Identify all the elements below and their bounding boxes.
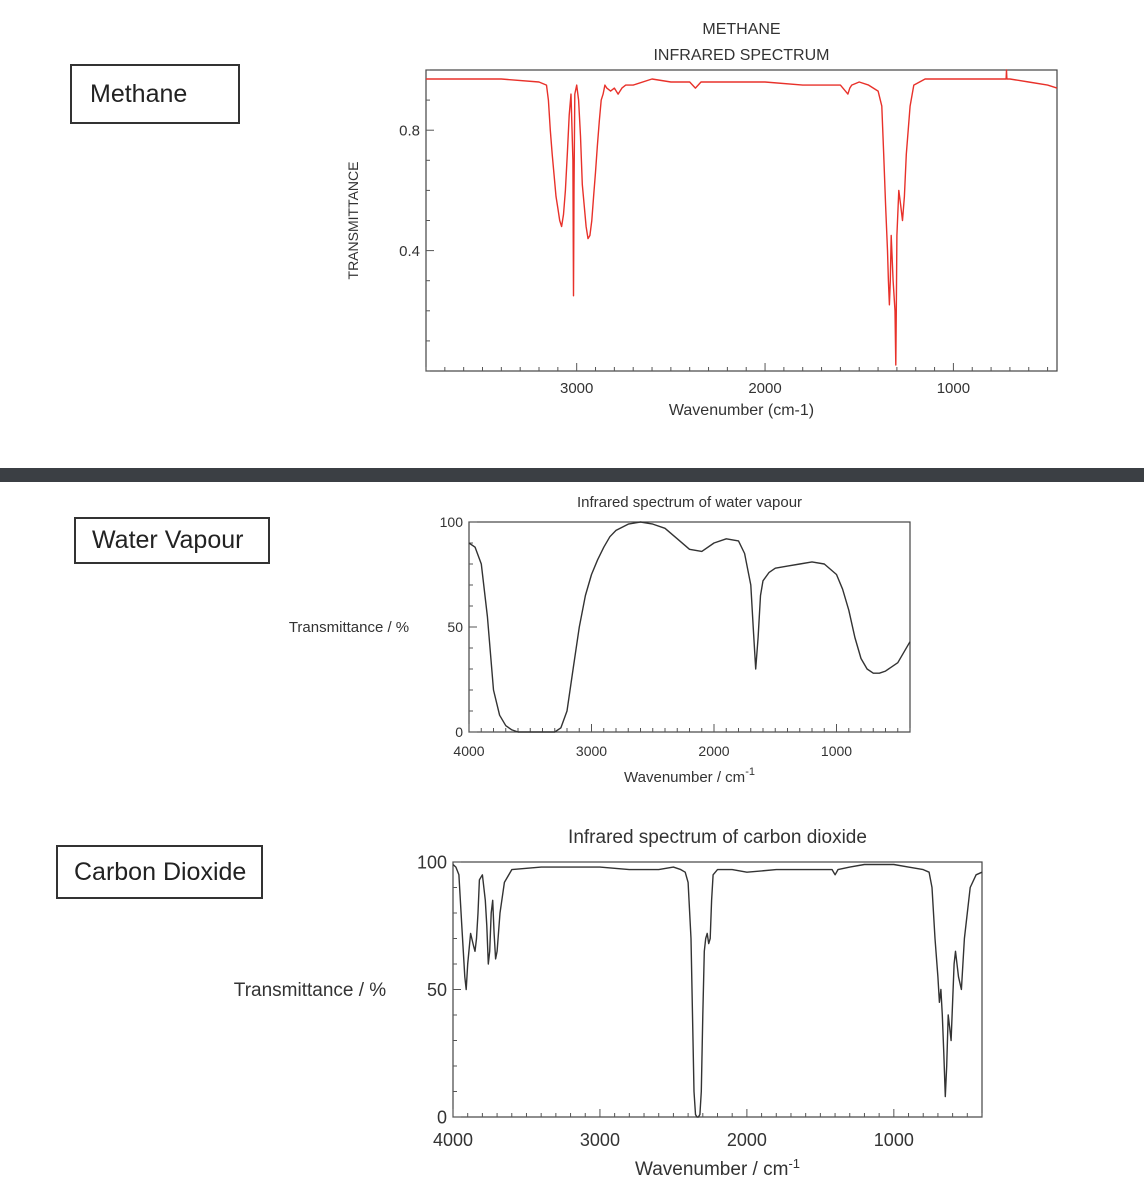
methane-x-axis-label: Wavenumber (cm-1)	[669, 402, 814, 419]
co2-x-tick-label: 4000	[433, 1130, 473, 1150]
carbon-dioxide-label: Carbon Dioxide	[56, 845, 263, 899]
methane-y-tick-label: 0.8	[399, 122, 420, 139]
water-x-tick-label: 2000	[698, 743, 729, 759]
co2-y-axis-label: Transmittance / %	[234, 980, 387, 1001]
methane-y-axis-label: TRANSMITTANCE	[345, 162, 361, 280]
water-y-tick-label: 50	[447, 619, 463, 635]
co2-x-axis-label: Wavenumber / cm-1	[635, 1156, 800, 1180]
water-x-tick-label: 3000	[576, 743, 607, 759]
co2-x-tick-label: 2000	[727, 1130, 767, 1150]
methane-chart-title: METHANE	[702, 21, 780, 38]
water-vapour-label: Water Vapour	[74, 517, 270, 564]
water-x-tick-label: 4000	[453, 743, 484, 759]
methane-chart-subtitle: INFRARED SPECTRUM	[653, 47, 829, 64]
water-x-axis-label: Wavenumber / cm-1	[624, 766, 755, 786]
co2-y-tick-label: 50	[427, 980, 447, 1000]
co2-x-tick-label: 3000	[580, 1130, 620, 1150]
co2-plot-frame	[452, 861, 983, 1118]
water-chart-title: Infrared spectrum of water vapour	[577, 494, 802, 511]
water-spectrum-line	[468, 521, 911, 733]
water-y-axis-label: Transmittance / %	[289, 619, 409, 636]
methane-x-tick-label: 1000	[937, 380, 970, 397]
methane-y-tick-label: 0.4	[399, 243, 420, 260]
methane-spectrum-line	[426, 69, 1058, 366]
water-y-tick-label: 100	[440, 514, 464, 530]
co2-y-tick-label: 0	[437, 1107, 447, 1127]
methane-label: Methane	[70, 64, 240, 124]
section-divider	[0, 468, 1144, 482]
methane-x-tick-label: 3000	[560, 380, 593, 397]
co2-x-tick-label: 1000	[874, 1130, 914, 1150]
water-x-tick-label: 1000	[821, 743, 852, 759]
co2-y-tick-label: 100	[417, 852, 447, 872]
methane-x-tick-label: 2000	[748, 380, 781, 397]
water-y-tick-label: 0	[455, 724, 463, 740]
co2-chart-title: Infrared spectrum of carbon dioxide	[568, 827, 867, 848]
co2-spectrum-line	[452, 863, 983, 1118]
methane-spectrum-chart: METHANE INFRARED SPECTRUM 3000 2000 1000 0.4 0…	[345, 21, 1058, 419]
